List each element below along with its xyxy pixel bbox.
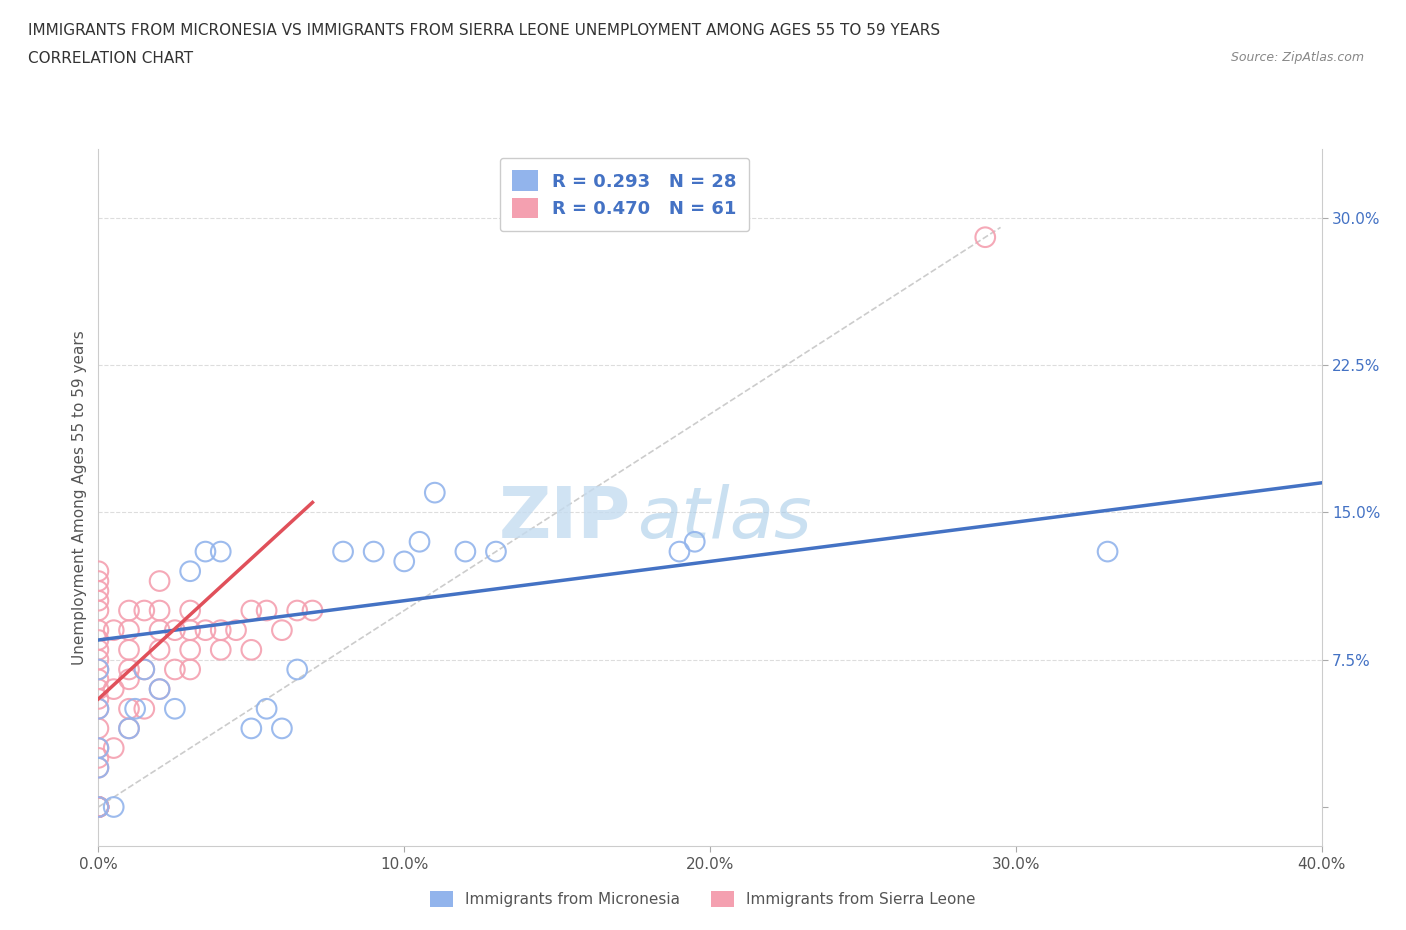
Point (87, 643, 110, 658)
Point (240, 643, 263, 658)
Point (485, 544, 508, 559)
Point (134, 662, 156, 677)
Point (118, 721, 141, 736)
Point (87, 800, 110, 815)
Point (87, 800, 110, 815)
Point (87, 593, 110, 608)
Point (134, 603, 156, 618)
Point (103, 682, 125, 697)
Text: CORRELATION CHART: CORRELATION CHART (28, 51, 193, 66)
Point (87, 800, 110, 815)
Point (103, 740, 125, 755)
Point (363, 544, 385, 559)
Point (87, 623, 110, 638)
Point (87, 740, 110, 755)
Point (118, 662, 141, 677)
Point (118, 701, 141, 716)
Point (301, 603, 323, 618)
Point (118, 603, 141, 618)
Point (270, 721, 292, 736)
Point (87, 740, 110, 755)
Point (163, 701, 186, 716)
Point (87, 751, 110, 765)
Point (256, 603, 278, 618)
Point (225, 623, 247, 638)
Point (134, 662, 156, 677)
Point (87, 574, 110, 589)
Point (87, 800, 110, 815)
Point (87, 701, 110, 716)
Point (209, 623, 232, 638)
Point (87, 682, 110, 697)
Point (179, 623, 201, 638)
Point (209, 544, 232, 559)
Point (408, 535, 430, 550)
Point (118, 623, 141, 638)
Point (1097, 544, 1119, 559)
Point (149, 643, 172, 658)
Point (454, 544, 477, 559)
Point (285, 662, 308, 677)
Point (149, 603, 172, 618)
Text: Source: ZipAtlas.com: Source: ZipAtlas.com (1230, 51, 1364, 64)
Point (87, 760, 110, 775)
Point (668, 544, 690, 559)
Point (87, 583, 110, 598)
Point (974, 230, 997, 245)
Point (87, 800, 110, 815)
Point (87, 701, 110, 716)
Point (179, 643, 201, 658)
Point (87, 800, 110, 815)
Legend: R = 0.293   N = 28, R = 0.470   N = 61: R = 0.293 N = 28, R = 0.470 N = 61 (499, 158, 749, 232)
Point (163, 623, 186, 638)
Point (683, 535, 706, 550)
Point (87, 671, 110, 686)
Point (118, 721, 141, 736)
Point (194, 623, 217, 638)
Point (194, 544, 217, 559)
Point (149, 574, 172, 589)
Point (423, 485, 446, 500)
Text: ZIP: ZIP (498, 484, 630, 553)
Point (270, 623, 292, 638)
Point (209, 643, 232, 658)
Point (87, 800, 110, 815)
Point (118, 671, 141, 686)
Text: atlas: atlas (637, 484, 811, 553)
Point (87, 662, 110, 677)
Point (103, 800, 125, 815)
Point (149, 682, 172, 697)
Point (256, 701, 278, 716)
Point (285, 603, 308, 618)
Point (240, 721, 263, 736)
Point (179, 662, 201, 677)
Point (87, 603, 110, 618)
Point (240, 603, 263, 618)
Y-axis label: Unemployment Among Ages 55 to 59 years: Unemployment Among Ages 55 to 59 years (72, 330, 87, 665)
Point (87, 721, 110, 736)
Point (163, 662, 186, 677)
Text: IMMIGRANTS FROM MICRONESIA VS IMMIGRANTS FROM SIERRA LEONE UNEMPLOYMENT AMONG AG: IMMIGRANTS FROM MICRONESIA VS IMMIGRANTS… (28, 23, 941, 38)
Point (87, 800, 110, 815)
Point (87, 662, 110, 677)
Point (103, 623, 125, 638)
Point (179, 603, 201, 618)
Point (87, 564, 110, 578)
Point (87, 760, 110, 775)
Legend: Immigrants from Micronesia, Immigrants from Sierra Leone: Immigrants from Micronesia, Immigrants f… (425, 884, 981, 913)
Point (392, 554, 416, 569)
Point (149, 682, 172, 697)
Point (118, 643, 141, 658)
Point (87, 692, 110, 707)
Point (149, 623, 172, 638)
Point (179, 564, 201, 578)
Point (124, 701, 146, 716)
Point (87, 800, 110, 815)
Point (87, 632, 110, 647)
Point (87, 652, 110, 667)
Point (134, 701, 156, 716)
Point (332, 544, 354, 559)
